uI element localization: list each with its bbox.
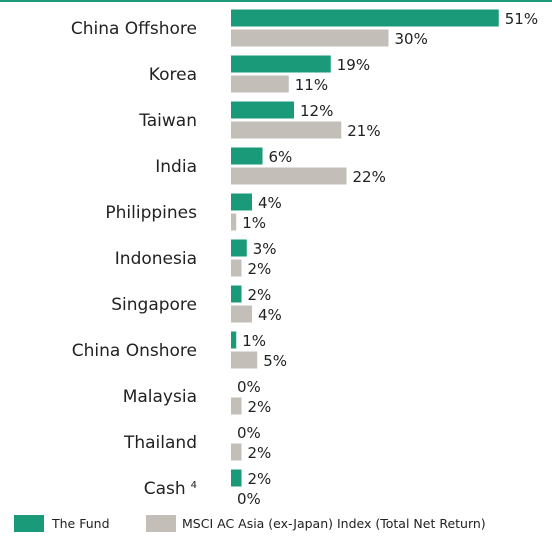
legend-label-fund: The Fund — [51, 516, 110, 531]
bar-fund-china-onshore — [231, 331, 237, 349]
category-label-text: China Onshore — [72, 341, 197, 361]
category-footnote-marker: 4 — [191, 480, 197, 491]
value-label-fund-indonesia: 3% — [253, 240, 277, 258]
bar-index-thailand — [231, 443, 242, 461]
legend-swatch-fund — [14, 515, 44, 532]
value-label-fund-philippines: 4% — [258, 194, 282, 212]
category-label-text: Philippines — [105, 203, 197, 223]
legend-label-index: MSCI AC Asia (ex-Japan) Index (Total Net… — [182, 516, 486, 531]
bar-index-philippines — [231, 213, 237, 231]
bar-fund-singapore — [231, 285, 242, 303]
category-label-china-onshore: China Onshore — [72, 341, 197, 361]
category-label-text: Thailand — [123, 433, 197, 453]
category-label-text: Cash — [144, 479, 186, 499]
value-label-index-china-onshore: 5% — [263, 352, 287, 370]
category-label-singapore: Singapore — [111, 295, 197, 315]
value-label-fund-thailand: 0% — [237, 424, 261, 442]
bar-fund-taiwan — [231, 101, 294, 119]
bar-index-china-offshore — [231, 29, 389, 47]
value-label-fund-cash: 2% — [248, 470, 272, 488]
value-label-index-china-offshore: 30% — [395, 30, 428, 48]
bar-index-singapore — [231, 305, 252, 323]
labels-group: China Offshore 51% 30% Korea 19% 11% Taiwan 12%… — [71, 10, 538, 508]
value-label-fund-taiwan: 12% — [300, 102, 333, 120]
value-label-index-philippines: 1% — [242, 214, 266, 232]
category-label-cash: Cash 4 — [144, 479, 197, 499]
legend-swatch-index — [146, 515, 176, 532]
value-label-fund-china-onshore: 1% — [242, 332, 266, 350]
value-label-index-india: 22% — [353, 168, 386, 186]
bar-index-malaysia — [231, 397, 242, 415]
bar-index-korea — [231, 75, 289, 93]
value-label-fund-korea: 19% — [337, 56, 370, 74]
bar-index-china-onshore — [231, 351, 258, 369]
value-label-index-taiwan: 21% — [347, 122, 380, 140]
category-label-korea: Korea — [149, 65, 197, 85]
value-label-index-indonesia: 2% — [248, 260, 272, 278]
bar-index-india — [231, 167, 347, 185]
category-label-china-offshore: China Offshore — [71, 19, 197, 39]
category-label-india: India — [155, 157, 197, 177]
category-label-malaysia: Malaysia — [123, 387, 197, 407]
value-label-index-thailand: 2% — [248, 444, 272, 462]
category-label-philippines: Philippines — [105, 203, 197, 223]
category-label-text: Indonesia — [115, 249, 197, 269]
bars-group — [231, 9, 499, 487]
category-label-taiwan: Taiwan — [138, 111, 197, 131]
bar-fund-korea — [231, 55, 331, 73]
category-label-text: Singapore — [111, 295, 197, 315]
legend-item-index: MSCI AC Asia (ex-Japan) Index (Total Net… — [146, 515, 486, 532]
bar-fund-china-offshore — [231, 9, 499, 27]
value-label-index-singapore: 4% — [258, 306, 282, 324]
bar-fund-philippines — [231, 193, 252, 211]
value-label-index-korea: 11% — [295, 76, 328, 94]
legend-item-fund: The Fund — [14, 515, 110, 532]
category-label-text: China Offshore — [71, 19, 197, 39]
legend: The Fund MSCI AC Asia (ex-Japan) Index (T… — [14, 515, 486, 532]
category-label-text: Korea — [149, 65, 197, 85]
category-label-text: Malaysia — [123, 387, 197, 407]
bar-fund-cash — [231, 469, 242, 487]
category-label-indonesia: Indonesia — [115, 249, 197, 269]
bar-index-indonesia — [231, 259, 242, 277]
category-label-thailand: Thailand — [123, 433, 197, 453]
value-label-index-cash: 0% — [237, 490, 261, 508]
category-label-text: India — [155, 157, 197, 177]
bar-fund-india — [231, 147, 263, 165]
value-label-fund-malaysia: 0% — [237, 378, 261, 396]
bar-fund-indonesia — [231, 239, 247, 257]
value-label-fund-india: 6% — [269, 148, 293, 166]
value-label-fund-china-offshore: 51% — [505, 10, 538, 28]
category-label-text: Taiwan — [138, 111, 197, 131]
bar-index-taiwan — [231, 121, 342, 139]
value-label-index-malaysia: 2% — [248, 398, 272, 416]
value-label-fund-singapore: 2% — [248, 286, 272, 304]
